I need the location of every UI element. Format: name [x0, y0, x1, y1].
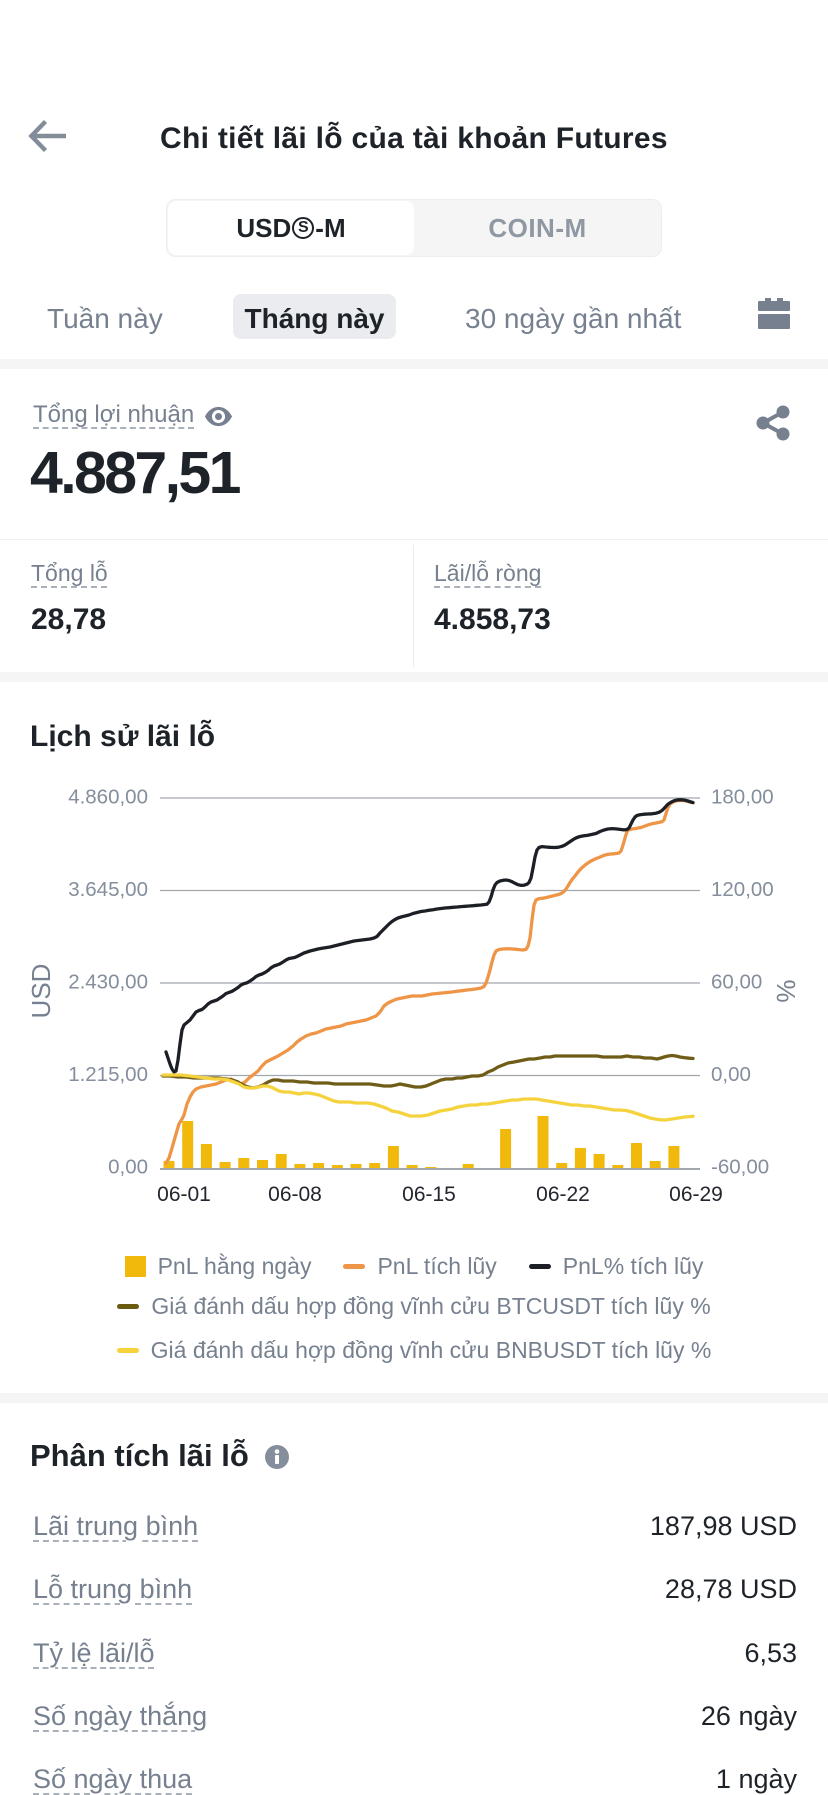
- svg-text:%: %: [771, 979, 801, 1002]
- svg-text:2.430,00: 2.430,00: [68, 970, 148, 993]
- svg-text:06-29: 06-29: [669, 1183, 723, 1206]
- svg-text:180,00: 180,00: [711, 785, 774, 808]
- svg-text:120,00: 120,00: [711, 878, 774, 901]
- svg-text:4.860,00: 4.860,00: [68, 785, 148, 808]
- svg-text:06-15: 06-15: [402, 1183, 456, 1206]
- svg-text:06-08: 06-08: [268, 1183, 322, 1206]
- svg-text:1.215,00: 1.215,00: [68, 1063, 148, 1086]
- svg-text:60,00: 60,00: [711, 970, 762, 993]
- svg-text:06-22: 06-22: [536, 1183, 590, 1206]
- svg-text:0,00: 0,00: [108, 1155, 148, 1178]
- svg-text:3.645,00: 3.645,00: [68, 878, 148, 901]
- svg-text:0,00: 0,00: [711, 1063, 751, 1086]
- svg-text:-60,00: -60,00: [711, 1155, 769, 1178]
- svg-text:06-01: 06-01: [157, 1183, 211, 1206]
- svg-text:USD: USD: [26, 964, 56, 1019]
